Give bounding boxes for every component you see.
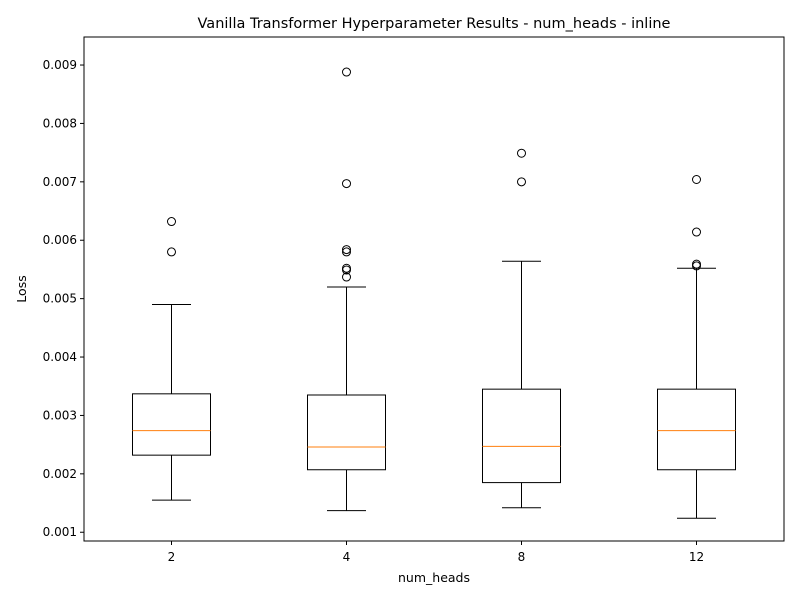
x-tick-label: 12 <box>689 550 704 564</box>
outlier-point <box>342 263 351 273</box>
outlier-point <box>517 177 526 187</box>
outlier-point <box>342 272 351 282</box>
x-tick-label: 8 <box>518 550 526 564</box>
x-tick-label: 2 <box>168 550 176 564</box>
y-tick-label: 0.004 <box>43 350 77 364</box>
plot-area: 0.001 0.002 0.003 0.004 0.005 0.006 0.007 0.008… <box>43 36 785 564</box>
chart-title: Vanilla Transformer Hyperparameter Resul… <box>198 16 671 32</box>
y-axis-label: Loss <box>14 275 29 302</box>
box <box>657 388 736 471</box>
y-tick-label: 0.001 <box>43 525 77 539</box>
y-tick-label: 0.009 <box>43 58 77 72</box>
outlier-point <box>167 217 176 227</box>
y-tick-label: 0.007 <box>43 175 77 189</box>
outlier-point <box>342 247 351 257</box>
box <box>307 394 386 471</box>
axes-frame <box>83 36 785 542</box>
outlier-point <box>342 179 351 189</box>
y-tick-label: 0.002 <box>43 467 77 481</box>
y-tick-label: 0.008 <box>43 116 77 130</box>
outlier-point <box>342 245 351 255</box>
outlier-point <box>692 174 701 184</box>
x-axis-label: num_heads <box>398 570 470 585</box>
y-tick-label: 0.005 <box>43 292 77 306</box>
x-tick-label: 4 <box>343 550 351 564</box>
outlier-point <box>692 227 701 237</box>
outlier-point <box>692 259 701 269</box>
outlier-point <box>167 247 176 257</box>
y-tick-label: 0.006 <box>43 233 77 247</box>
outlier-point <box>342 67 351 77</box>
box <box>132 393 211 456</box>
outlier-point <box>517 148 526 158</box>
box <box>482 388 561 484</box>
y-tick-label: 0.003 <box>43 408 77 422</box>
